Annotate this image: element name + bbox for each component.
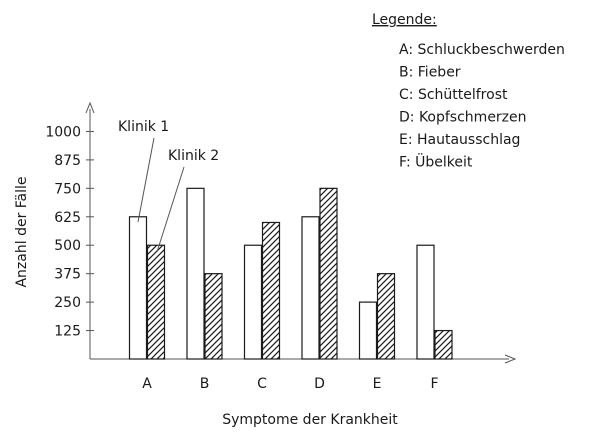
legend-title: Legende: xyxy=(372,12,437,28)
series-label-klinik-2-leader xyxy=(156,166,185,253)
y-tick-label-625: 625 xyxy=(54,210,81,226)
y-tick-label-1000: 1000 xyxy=(45,124,81,140)
x-axis-arrow xyxy=(504,354,517,364)
legend: Legende: A: Schluckbeschwerden B: Fieber C… xyxy=(372,12,565,171)
legend-items: A: Schluckbeschwerden B: Fieber C: Schütte… xyxy=(399,42,565,171)
y-tick-label-375: 375 xyxy=(54,267,81,283)
x-category-f: F xyxy=(430,376,438,392)
legend-item-4: D: Kopfschmerzen xyxy=(399,110,527,126)
bar-f-series-1 xyxy=(416,244,435,360)
y-tick-label-750: 750 xyxy=(54,181,81,197)
bar-f-series-2 xyxy=(434,329,453,360)
legend-item-2: B: Fieber xyxy=(399,65,461,81)
bar-d-series-1 xyxy=(301,216,320,360)
legend-item-1: A: Schluckbeschwerden xyxy=(399,42,565,58)
bar-a-series-1 xyxy=(128,216,148,360)
legend-item-6: F: Übelkeit xyxy=(399,153,473,171)
x-axis-title: Symptome der Krankheit xyxy=(222,412,398,428)
bar-d-series-2 xyxy=(319,187,338,360)
bar-c-series-2 xyxy=(261,221,281,360)
series-label-klinik-1-leader xyxy=(137,137,155,223)
bar-c-series-1 xyxy=(243,244,263,360)
y-tick-label-500: 500 xyxy=(54,238,81,254)
x-axis-categories: A B C D E F xyxy=(142,376,438,392)
y-axis-arrow xyxy=(85,101,95,114)
series-labels: Klinik 1 Klinik 2 xyxy=(118,119,219,253)
y-axis-ticks: 125 250 375 500 625 750 875 1000 xyxy=(45,124,94,340)
x-category-e: E xyxy=(373,376,382,392)
bar-b-series-2 xyxy=(204,273,223,360)
series-label-klinik-1: Klinik 1 xyxy=(118,119,169,135)
y-tick-label-125: 125 xyxy=(54,324,81,340)
bar-b-series-1 xyxy=(186,187,205,360)
y-tick-label-875: 875 xyxy=(54,153,81,169)
x-category-a: A xyxy=(142,376,152,392)
x-category-b: B xyxy=(200,376,210,392)
x-category-c: C xyxy=(257,376,267,392)
bars xyxy=(128,187,453,360)
legend-item-5: E: Hautausschlag xyxy=(399,132,520,148)
y-axis-title: Anzahl der Fälle xyxy=(14,176,30,287)
legend-item-3: C: Schüttelfrost xyxy=(399,87,508,103)
series-label-klinik-2: Klinik 2 xyxy=(168,148,219,164)
bar-e-series-1 xyxy=(358,301,378,360)
x-category-d: D xyxy=(314,376,325,392)
bar-a-series-2 xyxy=(146,244,166,360)
bar-e-series-2 xyxy=(376,273,396,360)
y-tick-label-250: 250 xyxy=(54,295,81,311)
